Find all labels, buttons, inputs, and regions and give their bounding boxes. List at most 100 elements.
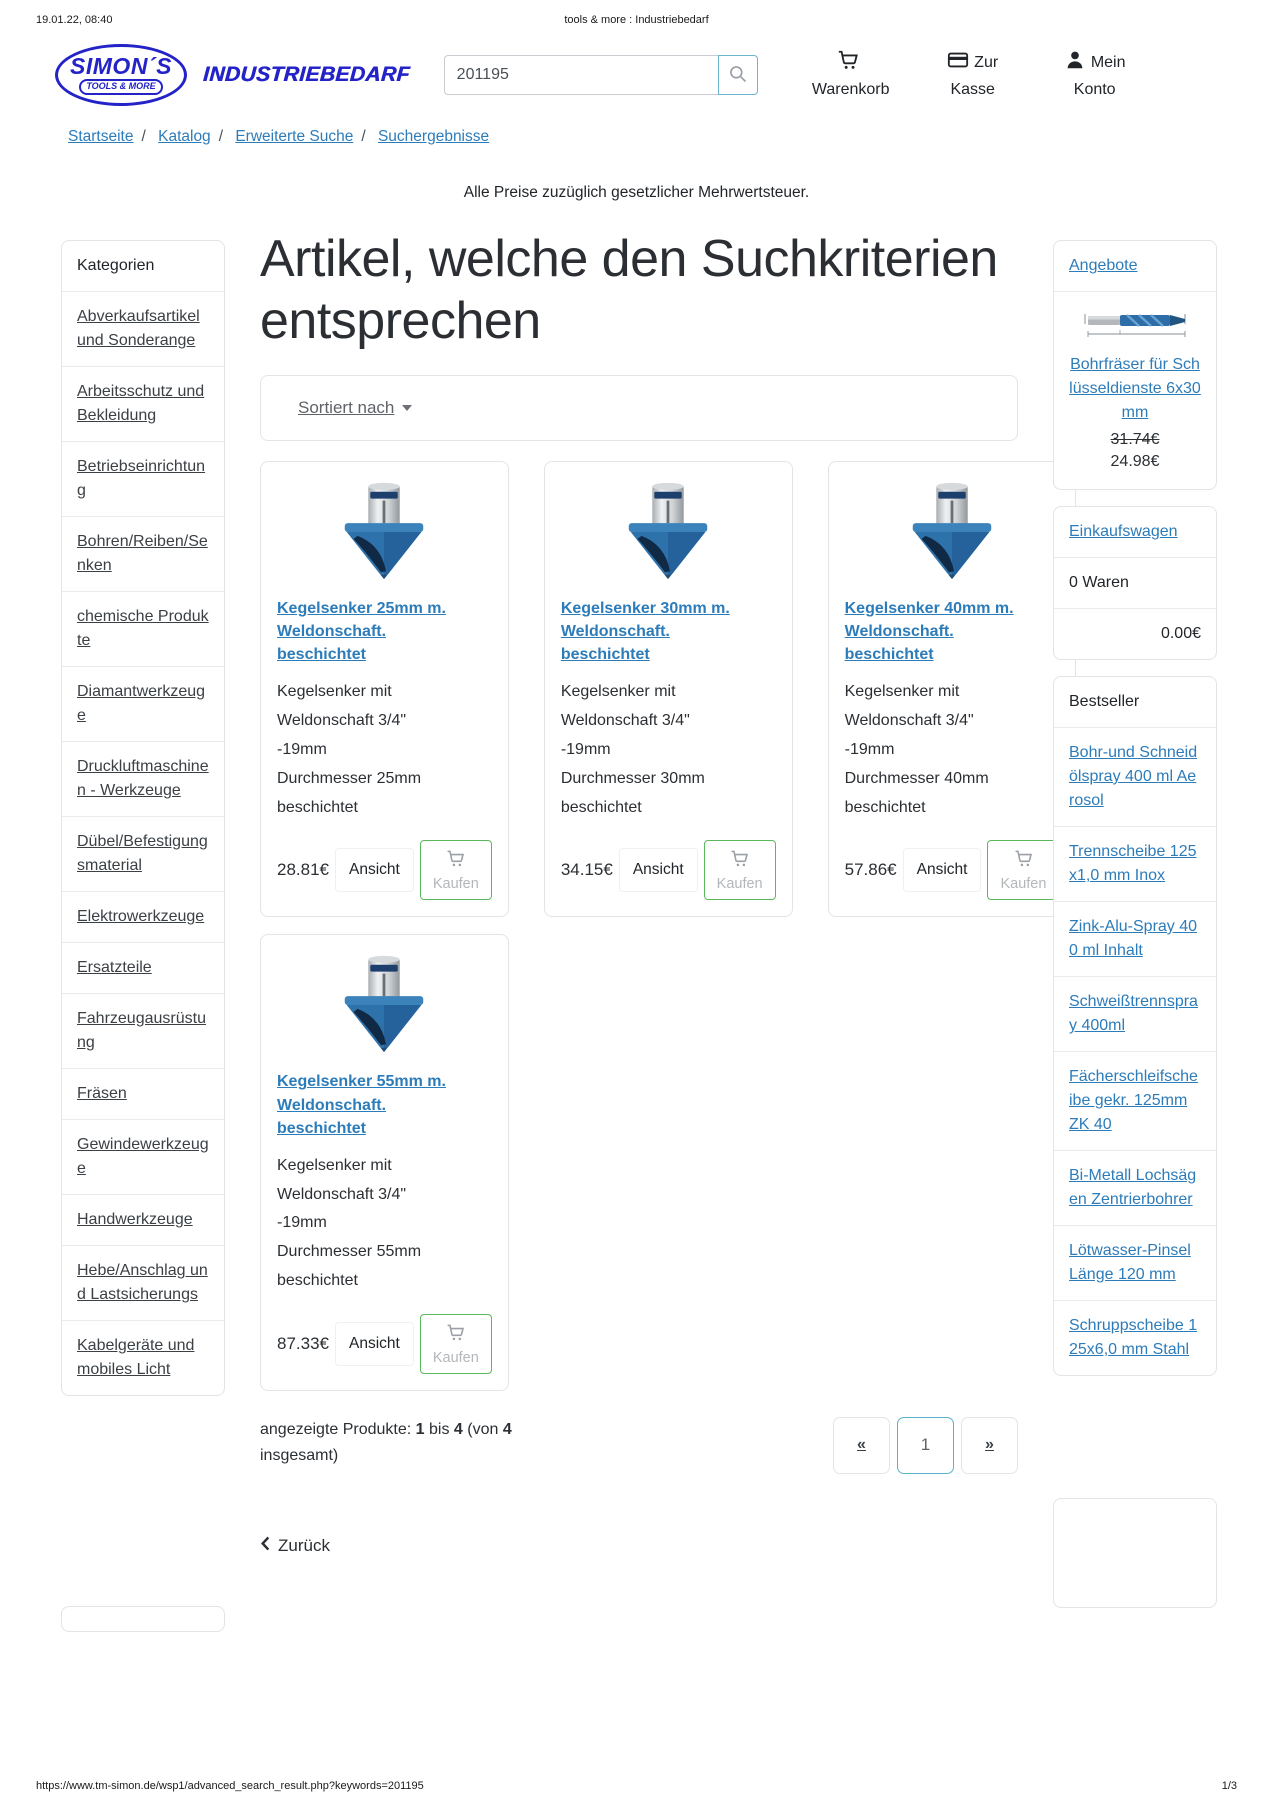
buy-button[interactable]: Kaufen (703, 840, 776, 901)
buy-button[interactable]: Kaufen (419, 840, 492, 901)
nav-cart-label: Warenkorb (811, 81, 890, 98)
category-link[interactable]: Dübel/Befestigungsmaterial (77, 833, 208, 874)
category-link[interactable]: Handwerkzeuge (77, 1211, 193, 1228)
offer-product-link[interactable]: Bohrfräser für Schlüsseldienste 6x30mm (1069, 356, 1201, 421)
print-datetime: 19.01.22, 08:40 (36, 14, 113, 26)
pagination-current[interactable]: 1 (897, 1416, 954, 1474)
product-price: 34.15€ (560, 860, 613, 880)
breadcrumb-separator: / (361, 128, 366, 145)
breadcrumb-item: Katalog / (158, 128, 231, 145)
product-image[interactable] (277, 949, 492, 1070)
cart-icon (446, 849, 465, 871)
main-content: Artikel, welche den Suchkriterien entspr… (260, 228, 1077, 1556)
bestseller-link[interactable]: Bi-Metall Lochsägen Zentrierbohrer (1069, 1167, 1197, 1208)
search-input[interactable] (443, 55, 718, 95)
offer-old-price: 31.74€ (1110, 431, 1160, 448)
category-item: Betriebseinrichtung (62, 441, 224, 516)
product-image[interactable] (561, 476, 776, 597)
breadcrumb-link[interactable]: Suchergebnisse (377, 128, 490, 145)
header-nav: Warenkorb Zur Kasse Mein Konto (806, 49, 1140, 101)
offer-product-image[interactable] (1069, 306, 1201, 347)
offer-body: Bohrfräser für Schlüsseldienste 6x30mm 3… (1054, 291, 1216, 489)
breadcrumb-link[interactable]: Erweiterte Suche (235, 128, 354, 145)
category-item: Fahrzeugausrüstung (62, 993, 224, 1068)
category-item: Hebe/Anschlag und Lastsicherungs (62, 1245, 224, 1320)
cutoff-card-left (61, 1606, 225, 1632)
pagination-first[interactable]: « (833, 1416, 890, 1474)
category-link[interactable]: Elektrowerkzeuge (77, 908, 205, 925)
product-card: Kegelsenker 40mm m. Weldonschaft. beschi… (827, 460, 1077, 918)
category-item: Ersatzteile (62, 942, 224, 993)
pagination: « 1 » (833, 1416, 1018, 1474)
category-link[interactable]: Fahrzeugausrüstung (77, 1010, 206, 1051)
bestseller-link[interactable]: Trennscheibe 125x1,0 mm Inox (1069, 843, 1197, 884)
bestseller-link[interactable]: Schruppscheibe 125x6,0 mm Stahl (1069, 1317, 1198, 1358)
category-card: Kategorien Abverkaufsartikel und Sondera… (61, 240, 225, 1396)
category-link[interactable]: Betriebseinrichtung (77, 458, 206, 499)
product-title-link[interactable]: Kegelsenker 55mm m. Weldonschaft. beschi… (277, 1073, 446, 1137)
buy-button[interactable]: Kaufen (987, 840, 1060, 901)
product-image[interactable] (277, 476, 492, 597)
sort-dropdown[interactable]: Sortiert nach (298, 398, 394, 417)
category-title: Kategorien (77, 257, 155, 274)
bestseller-item: Bohr-und Schneidölspray 400 ml Aerosol (1054, 727, 1216, 826)
breadcrumb: Startseite / Katalog / Erweiterte Suche / S… (0, 116, 1273, 146)
bestseller-item: Schweißtrennspray 400ml (1054, 976, 1216, 1051)
category-link[interactable]: Kabelgeräte und mobiles Licht (77, 1337, 195, 1378)
sort-box: Sortiert nach (260, 374, 1018, 441)
view-button[interactable]: Ansicht (902, 848, 982, 893)
view-button[interactable]: Ansicht (335, 1321, 414, 1366)
nav-item-checkout[interactable]: Zur Kasse (928, 49, 1018, 101)
product-title-link[interactable]: Kegelsenker 30mm m. Weldonschaft. beschi… (560, 599, 730, 664)
category-item: Abverkaufsartikel und Sonderange (62, 291, 224, 366)
product-title-link[interactable]: Kegelsenker 40mm m. Weldonschaft. beschi… (844, 599, 1014, 664)
sort-label: Sortiert nach (298, 397, 395, 417)
buy-button[interactable]: Kaufen (419, 1313, 492, 1374)
breadcrumb-link[interactable]: Katalog (158, 128, 211, 145)
category-link[interactable]: chemische Produkte (77, 608, 209, 649)
offers-card: Angebote (1053, 240, 1217, 490)
search-button[interactable] (717, 55, 758, 95)
logo-wordmark: INDUSTRIEBEDARF (202, 63, 411, 86)
bestseller-item: Schruppscheibe 125x6,0 mm Stahl (1054, 1300, 1216, 1375)
print-footer: https://www.tm-simon.de/wsp1/advanced_se… (36, 1780, 1237, 1792)
category-item: Elektrowerkzeuge (62, 891, 224, 942)
caret-down-icon[interactable] (402, 404, 413, 411)
category-link[interactable]: Diamantwerkzeuge (77, 683, 206, 724)
category-link[interactable]: Hebe/Anschlag und Lastsicherungs (77, 1262, 208, 1303)
category-link[interactable]: Abverkaufsartikel und Sonderange (77, 308, 200, 349)
bestseller-list: Bohr-und Schneidölspray 400 ml Aerosol T… (1054, 727, 1216, 1375)
nav-item-cart[interactable]: Warenkorb (806, 49, 896, 101)
tax-notice: Alle Preise zuzüglich gesetzlicher Mehrw… (463, 184, 810, 201)
product-image[interactable] (845, 476, 1060, 597)
view-button[interactable]: Ansicht (335, 848, 414, 893)
product-title-link[interactable]: Kegelsenker 25mm m. Weldonschaft. beschi… (277, 599, 446, 664)
nav-item-account[interactable]: Mein Konto (1050, 49, 1140, 101)
pagination-last[interactable]: » (961, 1416, 1018, 1474)
bestseller-link[interactable]: Lötwasser-Pinsel Länge 120 mm (1069, 1242, 1191, 1283)
site-header: SIMON´S TOOLS & MORE INDUSTRIEBEDARF War… (0, 26, 1273, 116)
category-link[interactable]: Druckluftmaschinen - Werkzeuge (77, 758, 209, 799)
bestseller-item: Trennscheibe 125x1,0 mm Inox (1054, 826, 1216, 901)
category-item: Fräsen (62, 1068, 224, 1119)
bestseller-link[interactable]: Zink-Alu-Spray 400 ml Inhalt (1069, 918, 1198, 959)
breadcrumb-link[interactable]: Startseite (68, 128, 134, 145)
cart-summary-title-link[interactable]: Einkaufswagen (1069, 523, 1178, 540)
category-link[interactable]: Fräsen (77, 1085, 127, 1102)
cart-icon (446, 1323, 465, 1345)
category-link[interactable]: Gewindewerkzeuge (77, 1136, 209, 1177)
search-bar (443, 55, 758, 95)
bestseller-link[interactable]: Schweißtrennspray 400ml (1069, 993, 1198, 1034)
view-button[interactable]: Ansicht (618, 848, 698, 893)
back-link[interactable]: Zurück (260, 1536, 330, 1556)
results-row: angezeigte Produkte: 1 bis 4 (von 4 insg… (260, 1416, 1018, 1474)
right-sidebar: Angebote (1053, 240, 1217, 1608)
category-link[interactable]: Ersatzteile (77, 959, 152, 976)
logo[interactable]: SIMON´S TOOLS & MORE INDUSTRIEBEDARF (55, 44, 411, 106)
bestseller-link[interactable]: Bohr-und Schneidölspray 400 ml Aerosol (1069, 744, 1198, 809)
offers-title-link[interactable]: Angebote (1069, 257, 1138, 274)
bestseller-link[interactable]: Fächerschleifscheibe gekr. 125mm ZK 40 (1069, 1068, 1198, 1133)
category-link[interactable]: Bohren/Reiben/Senken (77, 533, 208, 574)
category-link[interactable]: Arbeitsschutz und Bekleidung (77, 383, 205, 424)
